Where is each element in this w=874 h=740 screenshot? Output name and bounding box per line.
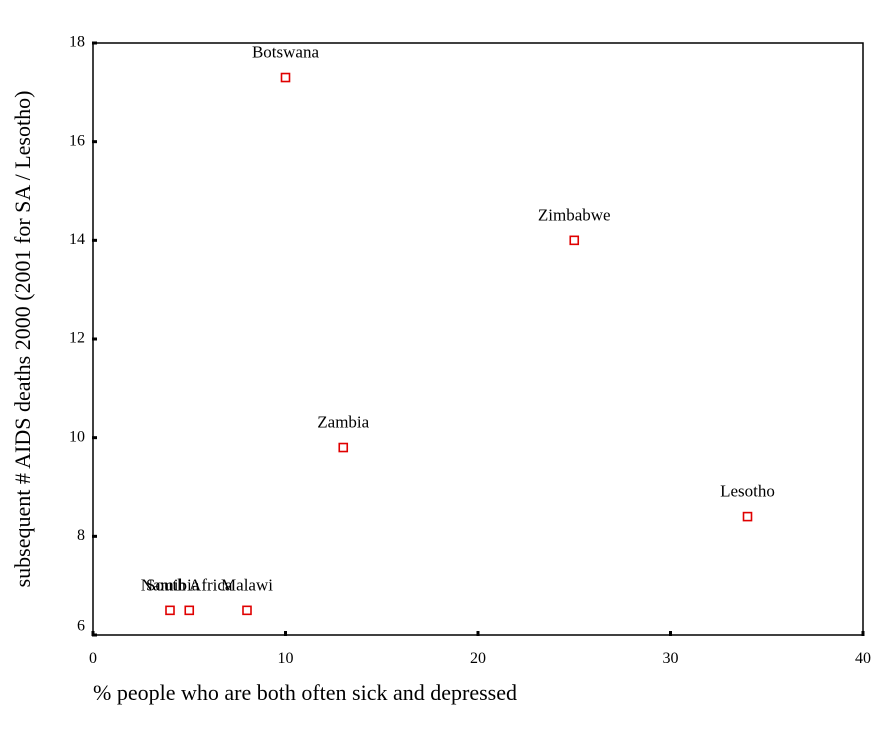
point-label: Malawi (221, 575, 273, 594)
point (280, 72, 291, 83)
y-tick-label: 6 (77, 618, 85, 635)
x-tick-label: 10 (278, 650, 294, 667)
y-tick-label: 12 (69, 330, 85, 347)
x-axis-title: % people who are both often sick and dep… (93, 680, 517, 705)
y-tick-label: 8 (77, 527, 85, 544)
y-tick-label: 16 (69, 132, 85, 149)
point (569, 235, 580, 246)
y-tick-label: 18 (69, 34, 85, 51)
point-label: Zambia (317, 413, 369, 432)
point (742, 511, 753, 522)
point-label: Lesotho (720, 482, 775, 501)
point (184, 605, 195, 616)
x-tick-label: 0 (89, 650, 97, 667)
x-tick-label: 20 (470, 650, 486, 667)
y-tick-label: 10 (69, 428, 85, 445)
point-label: Botswana (252, 43, 320, 62)
plot-frame (92, 42, 864, 636)
point-label: Zimbabwe (538, 205, 611, 224)
point (165, 605, 175, 616)
point-label: South Africa (146, 575, 233, 594)
x-tick-label: 40 (855, 650, 871, 667)
point (242, 605, 252, 616)
y-tick-label: 14 (69, 231, 85, 248)
y-axis-title: subsequent # AIDS deaths 2000 (2001 for … (10, 91, 35, 588)
point-label: Namibia (141, 575, 200, 594)
point (338, 442, 349, 453)
x-tick-label: 30 (663, 650, 679, 667)
